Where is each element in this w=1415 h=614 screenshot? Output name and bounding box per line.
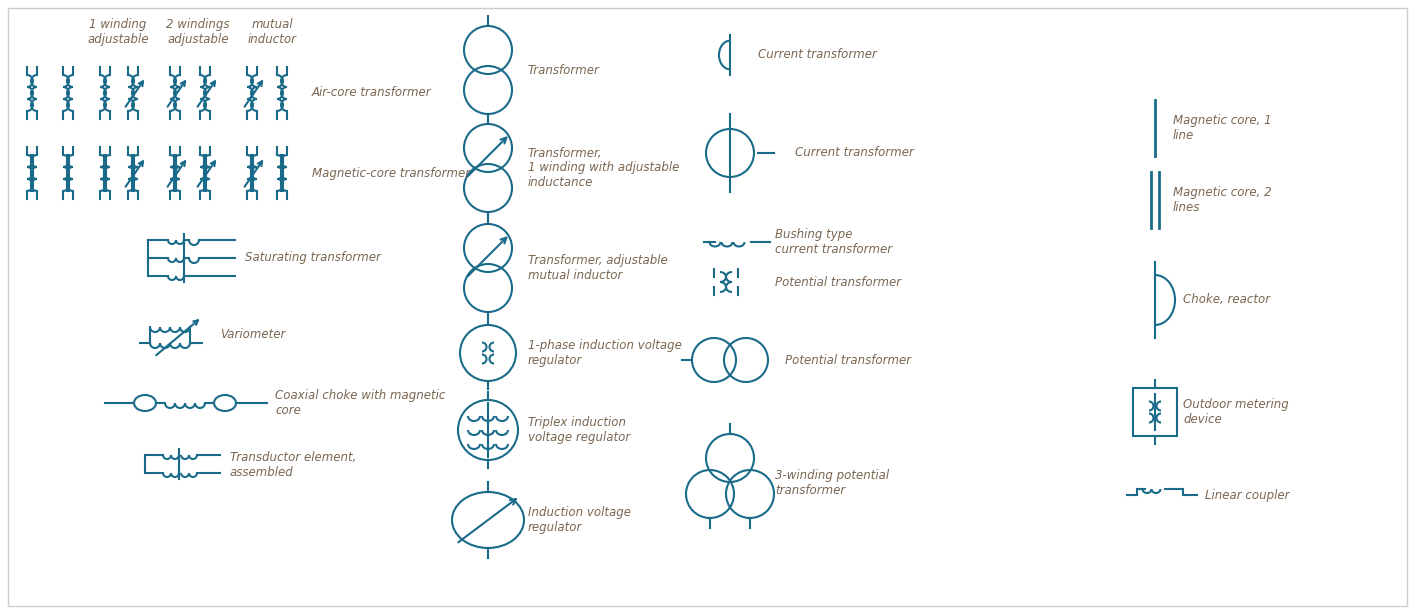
Text: Magnetic core, 2
lines: Magnetic core, 2 lines [1173,186,1272,214]
Text: Magnetic-core transformer: Magnetic-core transformer [311,166,470,179]
Text: Transformer, adjustable
mutual inductor: Transformer, adjustable mutual inductor [528,254,668,282]
Text: Transductor element,
assembled: Transductor element, assembled [231,451,357,479]
Text: Transformer,
1 winding with adjustable
inductance: Transformer, 1 winding with adjustable i… [528,147,679,190]
Text: 1 winding
adjustable: 1 winding adjustable [88,18,149,46]
Text: Transformer: Transformer [528,63,600,77]
Text: Linear coupler: Linear coupler [1206,489,1289,502]
Text: Current transformer: Current transformer [795,147,914,160]
Text: Magnetic core, 1
line: Magnetic core, 1 line [1173,114,1272,142]
Bar [1133,388,1177,436]
Text: Potential transformer: Potential transformer [775,276,901,289]
Text: Saturating transformer: Saturating transformer [245,252,381,265]
Text: Variometer: Variometer [219,328,286,341]
Text: Outdoor metering
device: Outdoor metering device [1183,398,1289,426]
Text: Choke, reactor: Choke, reactor [1183,293,1271,306]
Text: Triplex induction
voltage regulator: Triplex induction voltage regulator [528,416,630,444]
Text: Coaxial choke with magnetic
core: Coaxial choke with magnetic core [275,389,446,417]
Text: Air-core transformer: Air-core transformer [311,87,432,99]
Text: 1-phase induction voltage
regulator: 1-phase induction voltage regulator [528,339,682,367]
Text: 2 windings
adjustable: 2 windings adjustable [166,18,229,46]
Text: Induction voltage
regulator: Induction voltage regulator [528,506,631,534]
Text: mutual
inductor: mutual inductor [248,18,297,46]
Text: Bushing type
current transformer: Bushing type current transformer [775,228,891,256]
Text: 3-winding potential
transformer: 3-winding potential transformer [775,469,889,497]
Text: Potential transformer: Potential transformer [785,354,911,367]
Text: Current transformer: Current transformer [758,49,877,61]
